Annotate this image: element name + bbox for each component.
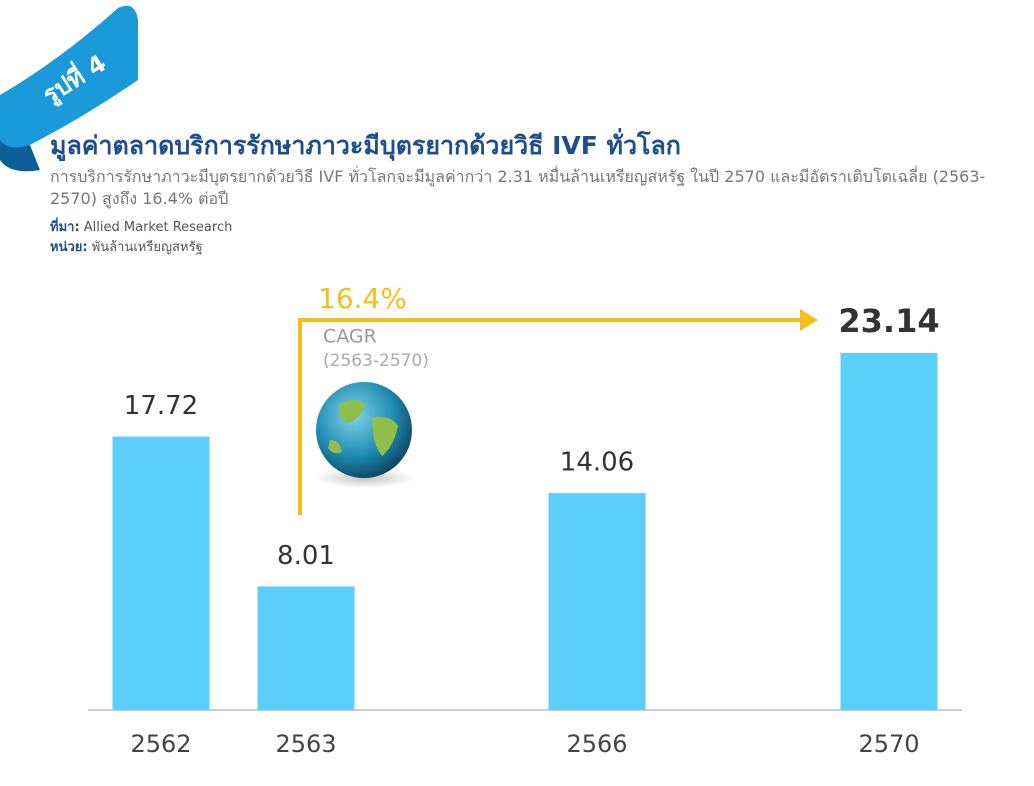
chart-subtitle: การบริการรักษาภาวะมีบุตรยากด้วยวิธี IVF … — [50, 167, 986, 208]
value-label: 14.06 — [560, 448, 634, 478]
globe-shadow — [315, 468, 415, 488]
unit-label: หน่วย: — [50, 240, 88, 255]
bar — [257, 586, 355, 710]
badge-ribbon — [0, 5, 138, 154]
badge: รูปที่ 4 — [0, 5, 138, 172]
cagr-arrow — [298, 318, 805, 515]
value-label: 23.14 — [838, 302, 939, 340]
cagr-period: (2563-2570) — [323, 351, 429, 371]
x-tick-label: 2566 — [566, 730, 627, 758]
unit-line: หน่วย: พันล้านเหรียญสหรัฐ — [50, 236, 203, 257]
badge-fold — [0, 140, 40, 172]
chart-title: มูลค่าตลาดบริการรักษาภาวะมีบุตรยากด้วยวิ… — [50, 131, 681, 160]
bar — [112, 436, 210, 710]
x-tick-label: 2563 — [275, 730, 336, 758]
globe-land — [328, 400, 398, 456]
source: Allied Market Research — [83, 220, 233, 235]
bar — [548, 493, 646, 710]
cagr-arrowhead — [800, 309, 818, 331]
cagr-label: CAGR — [323, 326, 377, 348]
source-label: ที่มา: — [50, 220, 80, 235]
unit: พันล้านเหรียญสหรัฐ — [91, 240, 203, 255]
value-label: 17.72 — [124, 391, 198, 421]
source-line: ที่มา: Allied Market Research — [50, 216, 232, 237]
x-tick-label: 2570 — [858, 730, 919, 758]
value-label: 8.01 — [277, 541, 335, 571]
globe — [316, 382, 412, 478]
bar — [840, 353, 938, 710]
cagr-value: 16.4% — [318, 282, 407, 315]
x-tick-label: 2562 — [130, 730, 191, 758]
